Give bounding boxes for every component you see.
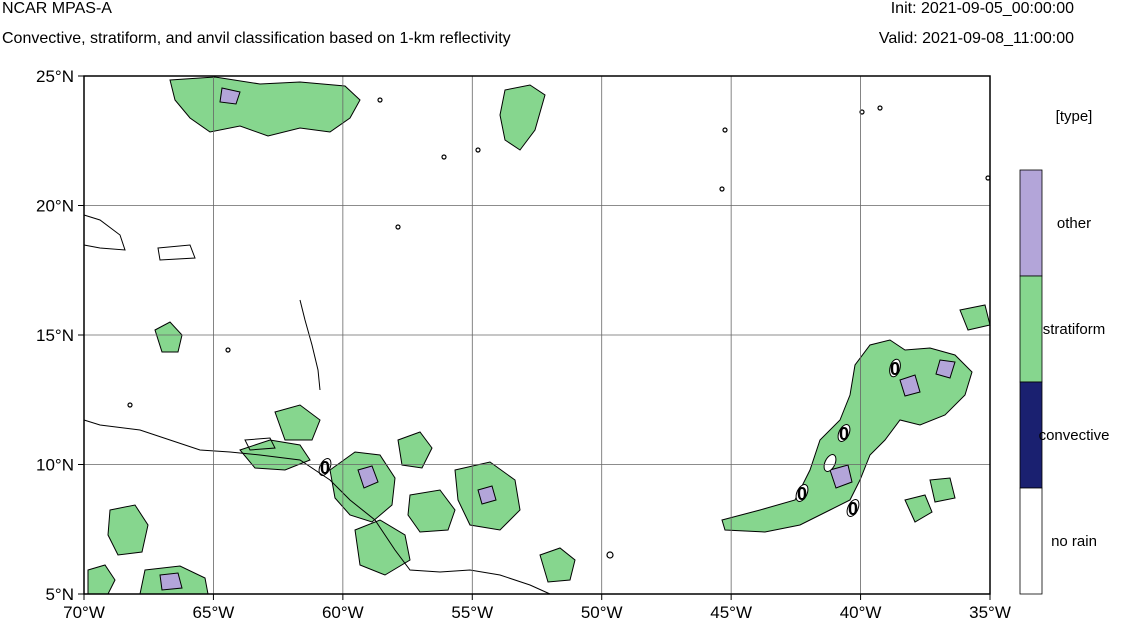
longitude-ticks: 70°W 65°W 60°W 55°W 50°W 45°W 40°W 35°W xyxy=(63,594,1011,622)
contour-label: 0 xyxy=(320,458,330,478)
precip-region-sw-1 xyxy=(107,504,149,556)
precip-region-east-other-2 xyxy=(899,374,921,397)
lon-tick-label: 65°W xyxy=(193,603,235,622)
precip-region-cluster-56w xyxy=(397,431,433,469)
scatter-blob xyxy=(722,127,728,133)
precip-region-cluster-53w-other xyxy=(477,485,497,505)
coastlines xyxy=(83,214,551,595)
scatter-blob xyxy=(606,551,614,559)
contour-loop-3 xyxy=(823,454,837,472)
legend-swatch xyxy=(1019,169,1043,277)
precip-region-east-other-3 xyxy=(935,359,956,379)
legend-title: [type] xyxy=(1056,108,1093,125)
plot-subtitle: Convective, stratiform, and anvil classi… xyxy=(2,30,511,47)
precip-regions xyxy=(87,76,991,595)
coastline-hispaniola xyxy=(83,214,126,251)
coastline-trinidad xyxy=(244,437,276,451)
contour-loop-2 xyxy=(795,484,809,502)
valid-time: Valid: 2021-09-08_11:00:00 xyxy=(878,30,1074,47)
legend-label: other xyxy=(1057,215,1091,232)
precip-region-cluster-11n xyxy=(239,439,311,471)
model-title: NCAR MPAS-A xyxy=(2,0,112,17)
legend-label: convective xyxy=(1039,427,1110,444)
scattered-contours xyxy=(127,97,991,559)
precip-region-cluster-57w-8n xyxy=(407,489,456,533)
contour-label: 0 xyxy=(839,424,849,444)
contour-label: 0 xyxy=(890,359,900,379)
scatter-blob xyxy=(859,109,865,115)
lat-tick-label: 20°N xyxy=(36,197,74,216)
scatter-blob xyxy=(395,224,401,230)
contour-label: 0 xyxy=(848,499,858,519)
precip-region-north-other xyxy=(219,87,241,105)
coastline-lesser-antilles xyxy=(299,299,321,391)
precip-region-north-east xyxy=(499,84,546,151)
precip-region-cluster-52w-6n xyxy=(539,547,576,583)
contour-loop-5 xyxy=(846,499,860,517)
lat-tick-label: 5°N xyxy=(45,585,74,604)
precip-region-sw-3 xyxy=(87,564,116,595)
precip-region-central-south xyxy=(354,519,411,576)
grid-lines xyxy=(84,76,990,594)
coastline-south-america xyxy=(83,419,551,595)
latitude-ticks: 25°N 20°N 15°N 10°N 5°N xyxy=(36,67,84,604)
precip-region-central xyxy=(329,451,396,523)
precip-region-east-small xyxy=(929,477,956,503)
contour-label: 0 xyxy=(797,484,807,504)
scatter-blob xyxy=(225,347,231,353)
scatter-blob xyxy=(441,154,447,160)
scatter-blob xyxy=(877,105,883,111)
scatter-blob xyxy=(127,402,133,408)
lon-tick-label: 45°W xyxy=(710,603,752,622)
lon-tick-label: 35°W xyxy=(969,603,1011,622)
legend-swatch xyxy=(1019,487,1043,595)
precip-region-central-other xyxy=(357,465,379,489)
map-area: 0 0 0 0 0 xyxy=(83,75,991,595)
lat-tick-label: 25°N xyxy=(36,67,74,86)
init-time: Init: 2021-09-05_00:00:00 xyxy=(890,0,1074,17)
lon-tick-label: 50°W xyxy=(581,603,623,622)
lat-tick-label: 15°N xyxy=(36,326,74,345)
legend-label: stratiform xyxy=(1043,321,1106,338)
legend-boxes: other stratiform convective no rain xyxy=(1019,169,1110,595)
scatter-blob xyxy=(377,97,383,103)
precip-region-east-cluster xyxy=(904,494,933,523)
legend-label: no rain xyxy=(1051,533,1097,550)
lon-tick-label: 55°W xyxy=(451,603,493,622)
precip-region-east-other-1 xyxy=(829,464,853,489)
contour-loop-6 xyxy=(889,358,901,378)
lon-tick-label: 40°W xyxy=(840,603,882,622)
lon-tick-label: 70°W xyxy=(63,603,105,622)
legend: [type] other stratiform convective no rain xyxy=(1019,108,1110,595)
scatter-blob xyxy=(475,147,481,153)
lat-tick-label: 10°N xyxy=(36,456,74,475)
precip-region-north-band xyxy=(169,76,361,137)
scatter-blob xyxy=(719,186,725,192)
coastline-puerto-rico xyxy=(157,244,196,261)
precip-region-cluster-12n xyxy=(274,404,321,441)
precip-region-cluster-14n xyxy=(154,321,183,353)
contour-loop-4 xyxy=(837,424,851,442)
precip-region-sw-2-other xyxy=(159,572,183,591)
contour-labels: 0 0 0 0 0 xyxy=(320,359,900,519)
lon-tick-label: 60°W xyxy=(322,603,364,622)
legend-swatch xyxy=(1019,275,1043,383)
